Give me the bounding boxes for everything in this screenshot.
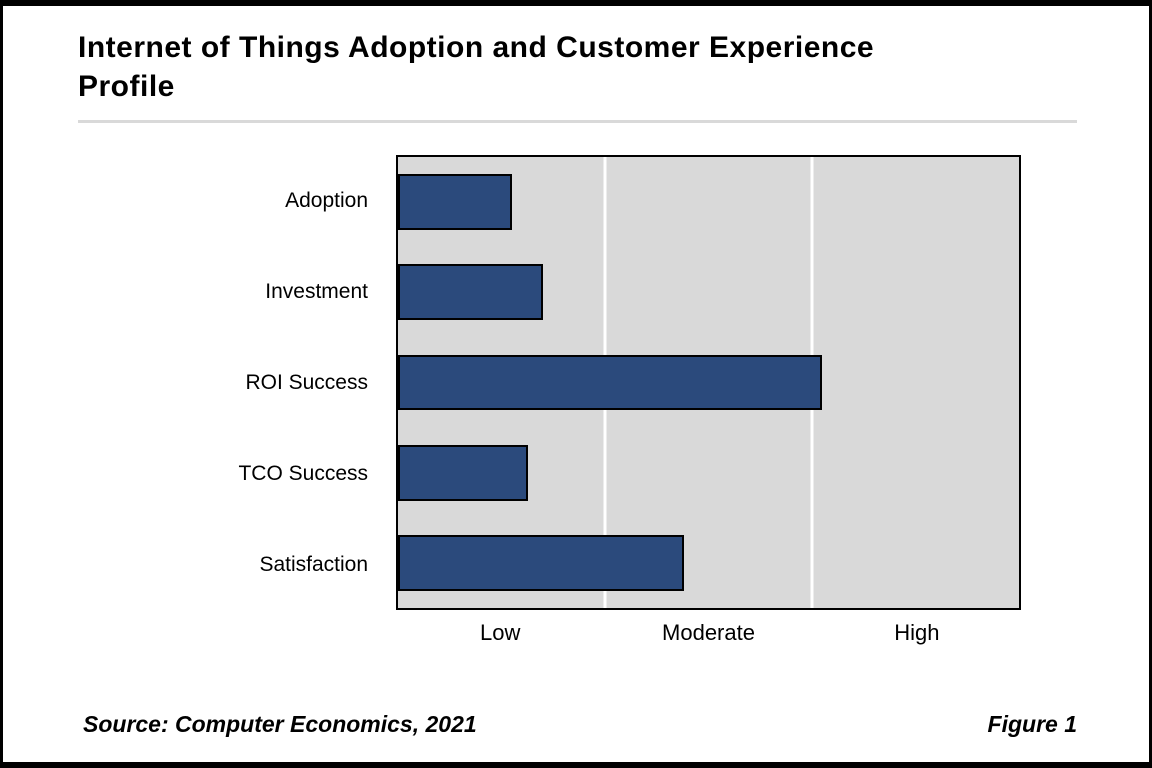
x-axis-row: Low Moderate High xyxy=(78,610,1021,654)
title-divider xyxy=(78,120,1077,123)
figure-footer: Source: Computer Economics, 2021 Figure … xyxy=(83,711,1077,738)
source-note: Source: Computer Economics, 2021 xyxy=(83,711,477,737)
category-label: Satisfaction xyxy=(259,552,368,576)
bar-row xyxy=(398,337,1019,427)
category-label: Investment xyxy=(265,279,368,303)
bar xyxy=(398,354,823,411)
x-tick-label: High xyxy=(894,620,940,645)
x-tick-label: Low xyxy=(479,620,521,645)
plot-row: Adoption Investment ROI Success TCO Success… xyxy=(78,155,1021,610)
category-label: ROI Success xyxy=(245,370,368,394)
bar xyxy=(398,264,543,321)
bar-row xyxy=(398,428,1019,518)
bar-chart: Adoption Investment ROI Success TCO Success… xyxy=(78,155,1021,654)
bar xyxy=(398,534,684,591)
plot-area xyxy=(396,155,1021,610)
chart-title: Internet of Things Adoption and Customer… xyxy=(78,31,875,103)
x-tick-label: Moderate xyxy=(662,620,755,645)
bar xyxy=(398,444,529,501)
x-axis-labels: Low Moderate High xyxy=(396,610,1021,654)
bar xyxy=(398,174,512,231)
category-label: Adoption xyxy=(285,188,368,212)
category-label: TCO Success xyxy=(238,461,368,485)
bar-row xyxy=(398,518,1019,608)
bar-row xyxy=(398,157,1019,247)
bar-row xyxy=(398,247,1019,337)
x-axis-spacer xyxy=(78,610,396,654)
category-labels: Adoption Investment ROI Success TCO Success… xyxy=(78,155,396,610)
figure-number: Figure 1 xyxy=(987,711,1077,737)
